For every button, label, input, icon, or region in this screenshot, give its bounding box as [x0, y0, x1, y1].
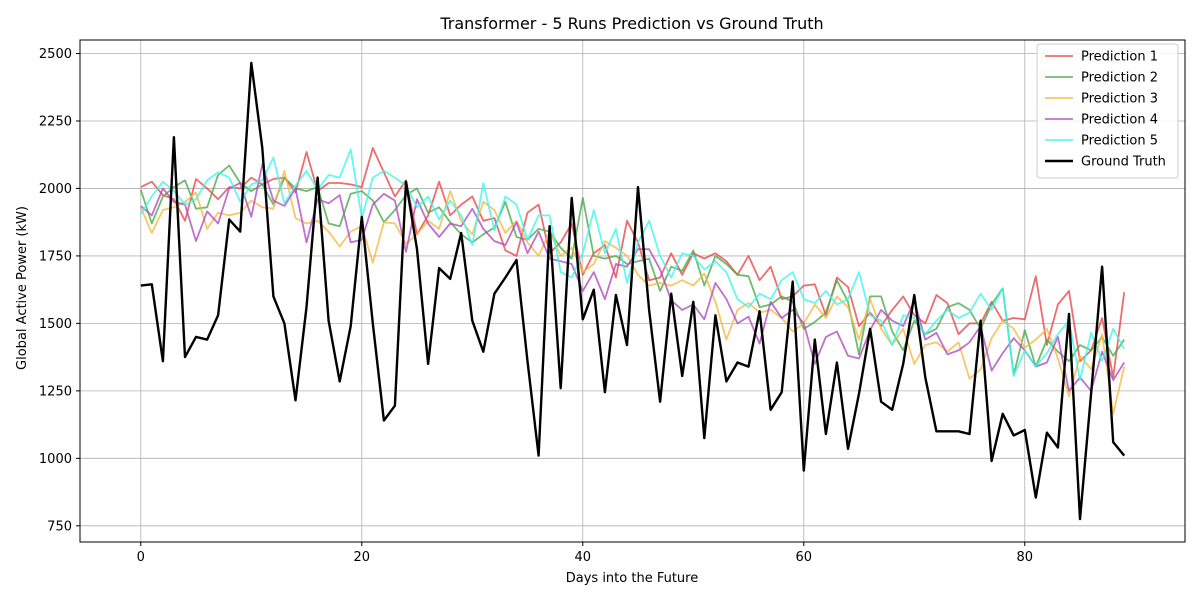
legend: Prediction 1 Prediction 2 Prediction 3 Pred… — [1036, 43, 1179, 179]
x-tick-label: 20 — [354, 550, 371, 565]
chart-title: Transformer - 5 Runs Prediction vs Groun… — [439, 14, 823, 33]
y-tick-label: 2500 — [39, 47, 72, 62]
legend-label: Prediction 2 — [1081, 71, 1158, 86]
legend-label: Ground Truth — [1081, 155, 1166, 170]
x-tick-label: 60 — [796, 550, 813, 565]
x-axis-label: Days into the Future — [566, 571, 698, 586]
x-tick-label: 0 — [137, 550, 145, 565]
y-tick-label: 1750 — [39, 249, 72, 264]
y-axis-label: Global Active Power (kW) — [15, 206, 30, 370]
y-tick-label: 2000 — [39, 182, 72, 197]
series-lines — [139, 61, 1126, 521]
y-tick-label: 1000 — [39, 452, 72, 467]
legend-label: Prediction 4 — [1081, 113, 1158, 128]
plot-frame — [79, 39, 1186, 543]
x-tick-label: 80 — [1017, 550, 1034, 565]
y-tick-label: 1250 — [39, 384, 72, 399]
x-tick-label: 40 — [575, 550, 592, 565]
legend-label: Prediction 5 — [1081, 134, 1158, 149]
legend-label: Prediction 1 — [1081, 50, 1158, 65]
legend-label: Prediction 3 — [1081, 92, 1158, 107]
y-tick-label: 2250 — [39, 114, 72, 129]
y-tick-label: 1500 — [39, 317, 72, 332]
y-axis-ticks: 750 1000 1250 1500 1750 2000 2250 2500 — [39, 47, 80, 534]
series-line-ground-truth — [140, 61, 1126, 521]
y-tick-label: 750 — [47, 519, 72, 534]
x-axis-ticks: 0 20 40 60 80 — [137, 542, 1033, 565]
series-line-prediction-1 — [140, 147, 1126, 379]
